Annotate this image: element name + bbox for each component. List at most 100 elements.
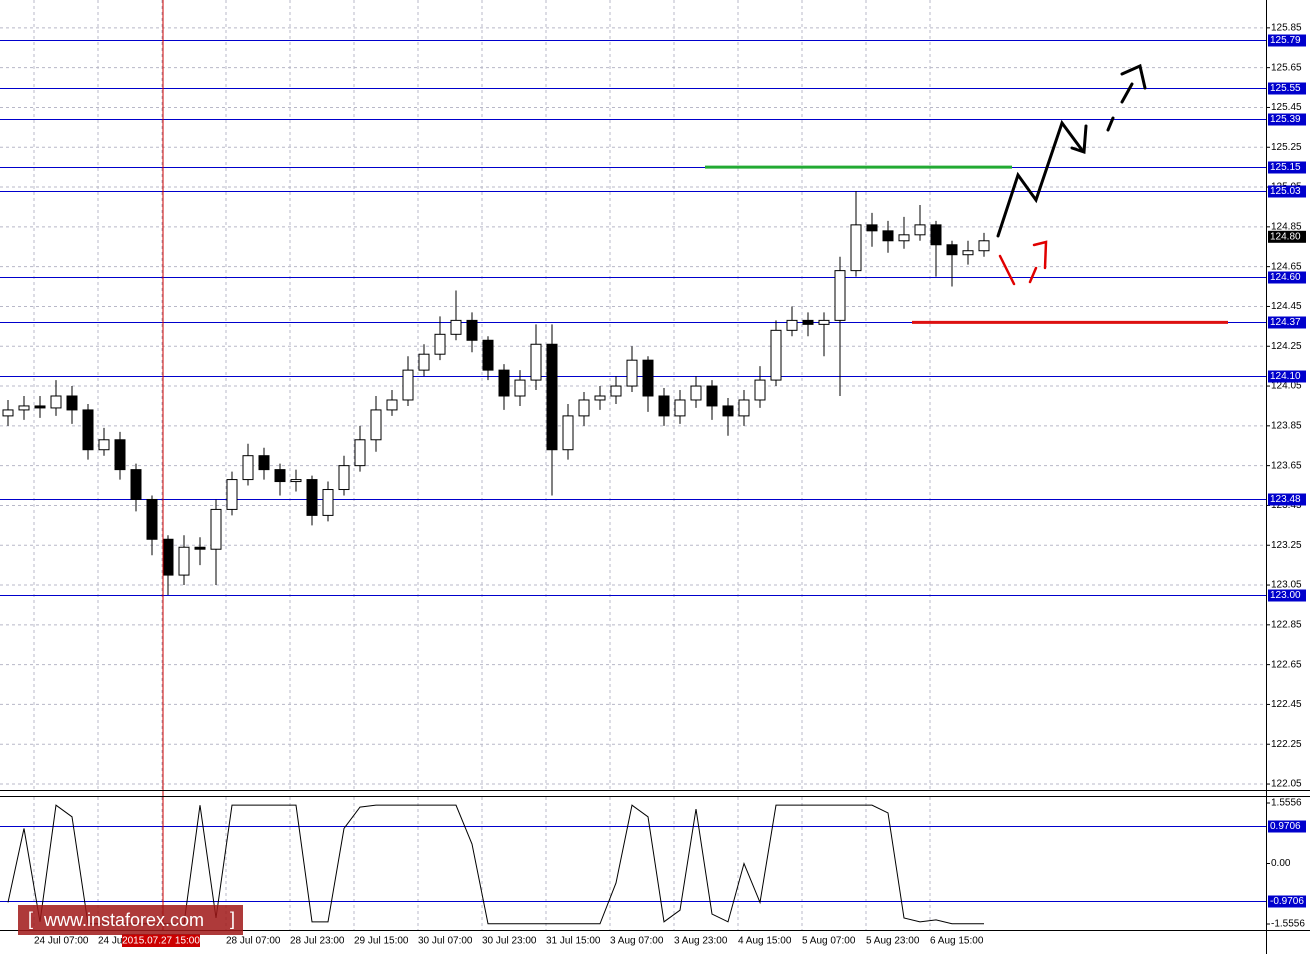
level-label: 125.03 [1270, 186, 1301, 197]
level-label-box [1268, 589, 1306, 602]
candle-body [98, 439, 110, 451]
candle-body [130, 469, 142, 500]
candle-body [610, 385, 622, 397]
candle-body [626, 359, 638, 387]
candle-body [594, 395, 606, 401]
y-tick-label: 125.25 [1271, 142, 1302, 153]
candle-body [722, 405, 734, 417]
price-label: 124.80 [1270, 231, 1301, 242]
y-tick-label: 125.65 [1271, 62, 1302, 73]
candle-body [642, 359, 654, 397]
y-tick-label: 124.85 [1271, 221, 1302, 232]
watermark-box [18, 905, 243, 935]
y-tick-label: -1.5556 [1271, 919, 1305, 930]
level-label-box [1268, 34, 1306, 47]
candle-body [818, 319, 830, 325]
candle-body [978, 240, 990, 252]
x-tick-label: 5 Aug 23:00 [866, 936, 920, 947]
candle-body [498, 369, 510, 397]
candle-body [738, 399, 750, 417]
candle-body [914, 224, 926, 236]
candle-body [930, 224, 942, 246]
candle-body [274, 469, 286, 483]
y-tick-label: 122.65 [1271, 659, 1302, 670]
x-tick-label: 30 Jul 07:00 [418, 936, 473, 947]
candle-body [674, 399, 686, 417]
level-label-box [1268, 493, 1306, 506]
candle-body [18, 405, 30, 411]
arrow-head [1070, 124, 1088, 155]
level-label: 124.37 [1270, 317, 1301, 328]
y-tick-label: 122.45 [1271, 699, 1302, 710]
candle-body [546, 343, 558, 451]
candle-body [34, 405, 46, 409]
candle-body [386, 399, 398, 411]
y-tick-label: 124.25 [1271, 341, 1302, 352]
candle-body [754, 379, 766, 401]
level-label: 124.60 [1270, 272, 1301, 283]
candle-body [418, 353, 430, 371]
x-tick-label: 28 Jul 07:00 [226, 936, 281, 947]
candle-body [706, 385, 718, 407]
forecast-path [1120, 82, 1134, 104]
candle-body [354, 439, 366, 467]
level-label: 125.39 [1270, 114, 1301, 125]
y-tick-label: 124.45 [1271, 301, 1302, 312]
level-label: -0.9706 [1270, 896, 1304, 907]
candle-body [962, 250, 974, 256]
x-tick-label: 30 Jul 23:00 [482, 936, 537, 947]
x-tick-label: 24 Jul 07:00 [34, 936, 89, 947]
level-label-box [1268, 820, 1306, 833]
y-tick-label: 124.05 [1271, 381, 1302, 392]
candle-body [866, 224, 878, 232]
y-tick-label: 123.85 [1271, 420, 1302, 431]
y-tick-label: 124.65 [1271, 261, 1302, 272]
y-tick-label: 125.85 [1271, 22, 1302, 33]
candle-body [146, 498, 158, 540]
alt-path [998, 254, 1016, 286]
y-tick-label: 123.05 [1271, 580, 1302, 591]
price-label-box [1268, 230, 1306, 243]
candle-body [466, 319, 478, 341]
level-label-box [1268, 161, 1306, 174]
level-label-box [1268, 895, 1306, 908]
candle-body [882, 230, 894, 242]
candle-body [834, 270, 846, 321]
y-tick-label: 1.5556 [1271, 798, 1302, 809]
candle-body [946, 244, 958, 256]
candle-body [306, 479, 318, 516]
candle-body [402, 369, 414, 401]
candle-body [690, 385, 702, 401]
y-tick-label: 122.05 [1271, 779, 1302, 790]
level-label: 125.55 [1270, 83, 1301, 94]
candle-body [178, 546, 190, 576]
y-tick-label: 123.65 [1271, 460, 1302, 471]
x-tick-label: 5 Aug 07:00 [802, 936, 856, 947]
candle-body [562, 415, 574, 451]
level-label: 123.00 [1270, 590, 1301, 601]
level-label: 125.79 [1270, 35, 1301, 46]
level-label-box [1268, 271, 1306, 284]
forecast-path [996, 119, 1084, 238]
candle-body [114, 439, 126, 471]
x-tick-label: 29 Jul 15:00 [354, 936, 409, 947]
y-tick-label: 123.45 [1271, 500, 1302, 511]
watermark-bracket: [ [28, 909, 33, 929]
x-tick-label: 28 Jul 23:00 [290, 936, 345, 947]
level-label-box [1268, 82, 1306, 95]
candle-body [450, 319, 462, 335]
candle-body [482, 339, 494, 371]
forecast-arrows [996, 63, 1147, 286]
level-label-box [1268, 316, 1306, 329]
y-tick-label: 125.45 [1271, 102, 1302, 113]
crosshair-label: 2015.07.27 15:00 [122, 936, 200, 947]
candle-body [370, 409, 382, 441]
x-tick-label: 6 Aug 15:00 [930, 936, 984, 947]
x-tick-label: 4 Aug 15:00 [738, 936, 792, 947]
candle-body [194, 546, 206, 550]
candle-body [578, 399, 590, 417]
candle-body [898, 234, 910, 242]
level-label-box [1268, 185, 1306, 198]
